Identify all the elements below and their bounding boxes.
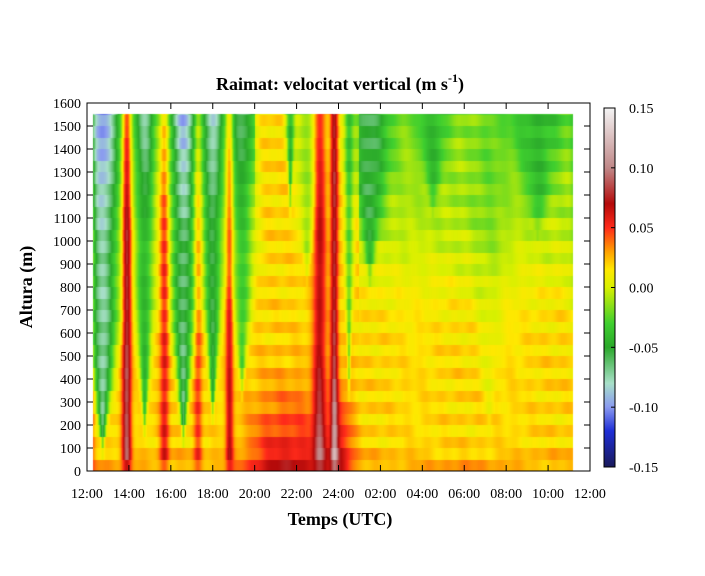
x-tick-label: 16:00 [155,487,187,502]
chart-title: Raimat: velocitat vertical (m s-1) [216,71,464,95]
x-tick-label: 18:00 [197,487,229,502]
colorbar-tick-label: -0.10 [629,401,658,416]
y-tick-label: 700 [60,304,81,319]
y-tick-label: 300 [60,396,81,411]
x-tick-label: 08:00 [490,487,522,502]
x-tick-label: 22:00 [281,487,313,502]
x-tick-label: 12:00 [71,487,103,502]
y-tick-label: 1200 [53,189,81,204]
y-tick-label: 1300 [53,166,81,181]
chart-title-close: ) [458,74,464,95]
y-tick-label: 1400 [53,143,81,158]
chart-title-sup: -1 [448,71,458,85]
x-tick-label: 10:00 [532,487,564,502]
colorbar-tick-label: 0.10 [629,162,654,177]
x-tick-label: 06:00 [448,487,480,502]
y-tick-label: 900 [60,258,81,273]
heatmap-area [87,103,590,471]
heatmap-canvas [87,103,590,471]
colorbar-tick-label: -0.05 [629,341,658,356]
colorbar-tick-label: -0.15 [629,461,658,476]
chart-title-main: Raimat: velocitat vertical (m s [216,74,448,95]
colorbar-tick-label: 0.15 [629,102,654,117]
x-tick-label: 12:00 [574,487,606,502]
y-axis-label: Altura (m) [16,246,37,328]
colorbar-tick-label: 0.00 [629,282,654,297]
y-tick-label: 100 [60,442,81,457]
x-tick-label: 24:00 [323,487,355,502]
y-tick-label: 0 [74,465,81,480]
x-axis-label: Temps (UTC) [288,509,393,530]
y-tick-label: 1600 [53,97,81,112]
y-tick-label: 800 [60,281,81,296]
y-axis: 0 100 200 300 400 500 600 700 800 900 1000 1100 1200… [53,97,590,480]
x-tick-label: 14:00 [113,487,145,502]
x-tick-label: 20:00 [239,487,271,502]
y-tick-label: 500 [60,350,81,365]
y-tick-label: 1500 [53,120,81,135]
x-axis: 12:00 14:00 16:00 18:00 20:00 22:00 24:00 02:00… [71,103,606,502]
y-tick-label: 1100 [54,212,81,227]
colorbar-tick-label: 0.05 [629,222,654,237]
y-tick-label: 1000 [53,235,81,250]
y-tick-label: 200 [60,419,81,434]
x-tick-label: 04:00 [406,487,438,502]
y-tick-label: 600 [60,327,81,342]
colorbar-axis: 0.15 0.10 0.05 0.00 -0.05 -0.10 -0.15 [611,102,658,476]
y-tick-label: 400 [60,373,81,388]
x-tick-label: 02:00 [364,487,396,502]
